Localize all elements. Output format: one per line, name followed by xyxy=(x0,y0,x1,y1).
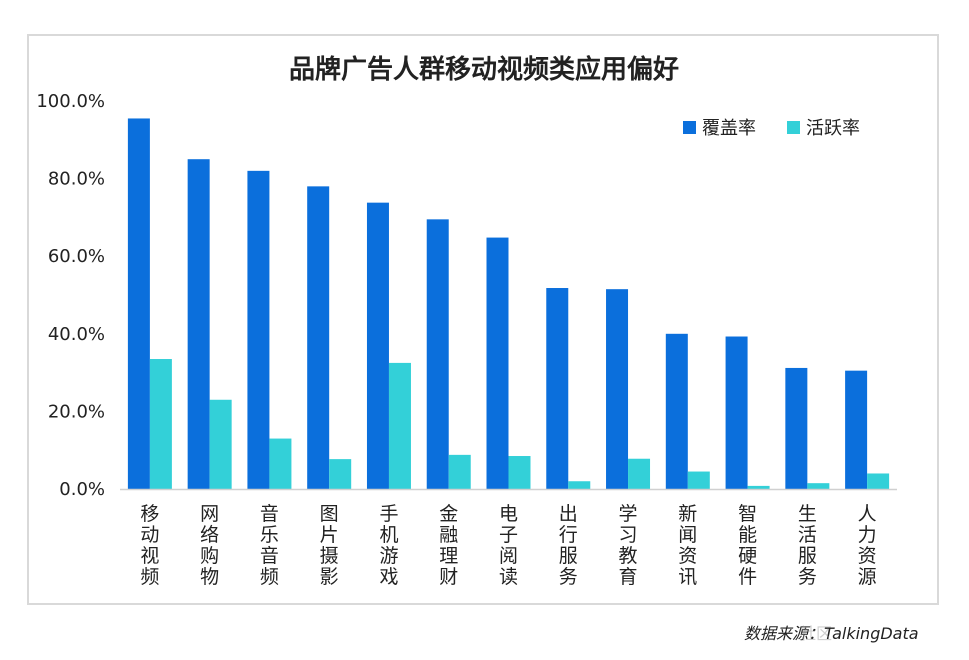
bar-active xyxy=(568,481,591,489)
bar-active xyxy=(149,359,172,489)
y-axis: 0.0% 20.0% 40.0% 60.0% 80.0% 100.0% xyxy=(36,91,105,500)
bar-active xyxy=(628,458,651,489)
y-tick-label: 100.0% xyxy=(36,91,105,112)
y-tick-label: 20.0% xyxy=(48,401,105,422)
x-tick-label: 手机游戏 xyxy=(379,503,398,588)
bar-coverage xyxy=(725,336,748,489)
bar-coverage xyxy=(247,170,270,489)
legend-swatch-active xyxy=(787,121,800,134)
x-tick-label: 网络购物 xyxy=(200,503,219,588)
bar-coverage xyxy=(127,118,150,490)
bar-active xyxy=(388,362,411,489)
bar-active xyxy=(448,454,471,489)
source-note: 数据来源：TalkingData xyxy=(744,624,919,643)
bar-active xyxy=(508,456,531,489)
x-tick-label: 音乐音频 xyxy=(260,503,279,588)
bar-coverage xyxy=(845,370,868,489)
watermark: 社区 xyxy=(800,624,833,643)
bar-active xyxy=(867,473,890,489)
legend-label-coverage: 覆盖率 xyxy=(702,118,756,139)
bar-coverage xyxy=(665,333,688,489)
bar-coverage xyxy=(486,237,509,489)
x-tick-label: 移动视频 xyxy=(140,503,159,588)
x-tick-label: 新闻资讯 xyxy=(678,503,697,588)
legend-label-active: 活跃率 xyxy=(806,118,860,139)
x-tick-label: 生活服务 xyxy=(798,503,817,588)
bar-coverage xyxy=(366,202,389,489)
bar-active xyxy=(329,459,352,489)
bar-active xyxy=(807,483,830,489)
y-tick-label: 40.0% xyxy=(48,324,105,345)
y-tick-label: 0.0% xyxy=(59,479,105,500)
x-tick-label: 图片摄影 xyxy=(320,503,339,588)
x-tick-label: 人力资源 xyxy=(858,503,877,588)
bar-active xyxy=(209,399,232,489)
bar-coverage xyxy=(307,186,330,490)
bar-coverage xyxy=(426,219,449,489)
bar-coverage xyxy=(606,289,629,489)
bar-active xyxy=(687,471,710,489)
bar-active xyxy=(747,485,770,489)
bars xyxy=(127,118,890,490)
x-tick-label: 电子阅读 xyxy=(499,503,518,588)
chart-title: 品牌广告人群移动视频类应用偏好 xyxy=(289,54,679,85)
x-axis: 移动视频 网络购物 音乐音频 图片摄影 手机游戏 金融理财 电子阅读 出行服务 学习教育 新闻资讯… xyxy=(120,488,897,588)
legend: 覆盖率 活跃率 xyxy=(683,118,860,139)
bar-active xyxy=(269,438,292,489)
bar-coverage xyxy=(546,288,569,489)
bar-coverage xyxy=(785,367,808,489)
legend-swatch-coverage xyxy=(683,121,696,134)
x-tick-label: 出行服务 xyxy=(559,503,578,588)
bar-coverage xyxy=(187,159,210,489)
x-tick-label: 智能硬件 xyxy=(738,503,757,588)
x-tick-label: 金融理财 xyxy=(439,503,458,588)
x-tick-label: 学习教育 xyxy=(619,503,638,588)
y-tick-label: 80.0% xyxy=(48,169,105,190)
y-tick-label: 60.0% xyxy=(48,246,105,267)
